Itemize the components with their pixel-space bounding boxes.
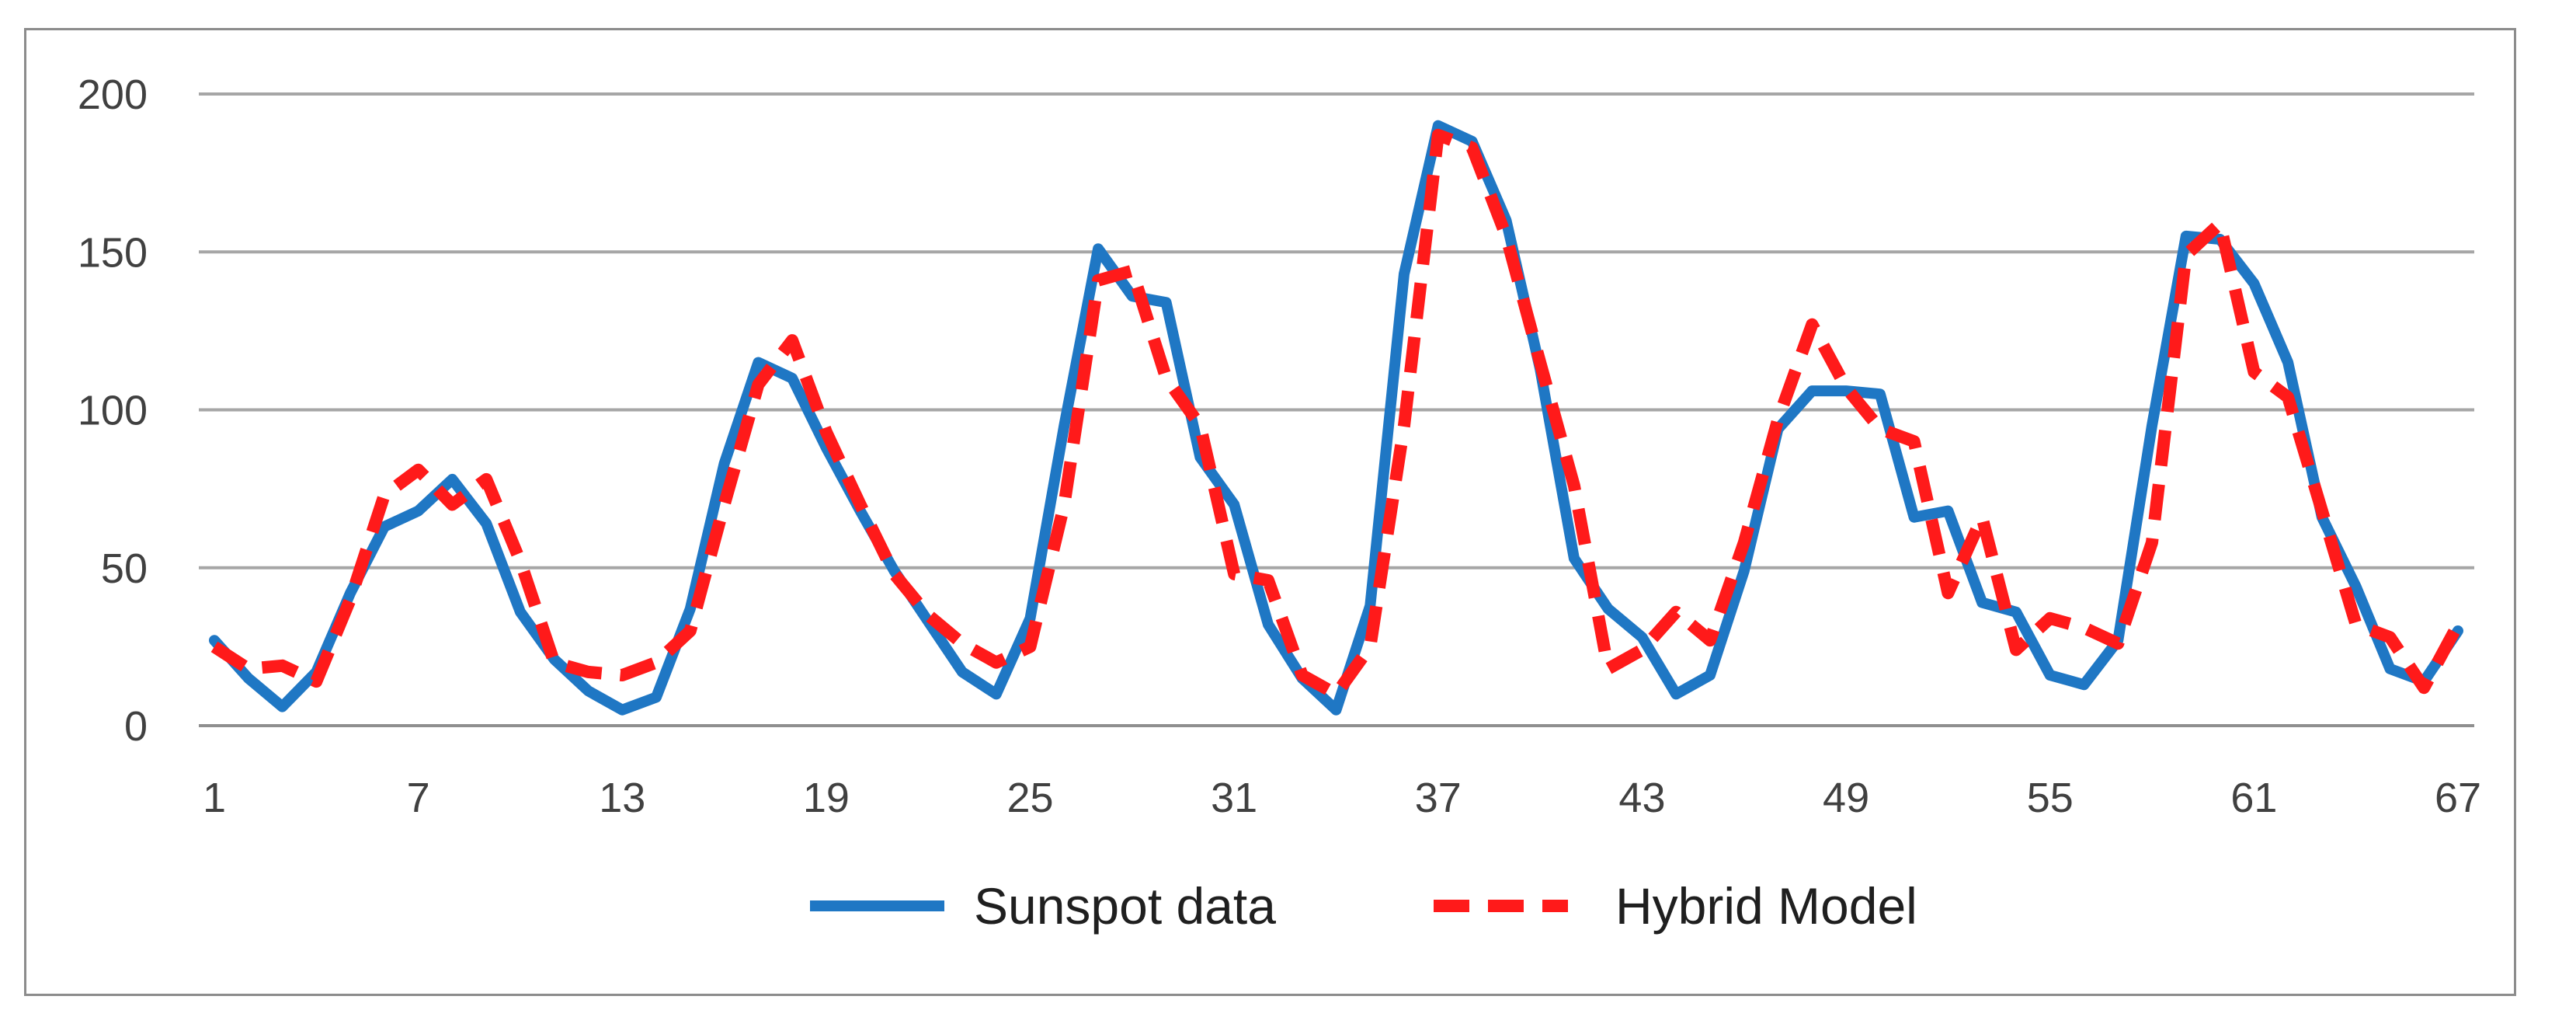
legend: Sunspot data Hybrid Model: [810, 877, 1917, 935]
x-tick-label: 1: [203, 775, 226, 821]
x-tick-label: 67: [2435, 775, 2481, 821]
chart-frame: [24, 28, 2516, 996]
y-axis-tick-labels: 0 50 100 150 200: [78, 71, 148, 750]
legend-label: Hybrid Model: [1615, 877, 1917, 935]
y-tick-label: 200: [78, 71, 148, 118]
x-tick-label: 43: [1618, 775, 1665, 821]
x-tick-label: 7: [407, 775, 430, 821]
x-tick-label: 49: [1823, 775, 1869, 821]
y-tick-label: 0: [124, 703, 148, 750]
legend-label: Sunspot data: [974, 877, 1276, 935]
x-axis-tick-labels: 1 7 13 19 25 31 37 43 49 55 61 67: [203, 775, 2481, 821]
gridlines: [199, 92, 2474, 727]
x-tick-label: 55: [2027, 775, 2074, 821]
sunspot-data-series-line: [209, 120, 2463, 716]
x-tick-label: 37: [1415, 775, 1462, 821]
x-tick-label: 13: [599, 775, 645, 821]
y-tick-label: 100: [78, 388, 148, 434]
y-tick-label: 150: [78, 229, 148, 276]
hybrid-model-series-line: [210, 128, 2464, 701]
series-lines: [209, 120, 2464, 716]
y-tick-label: 50: [101, 545, 148, 592]
x-tick-label: 19: [803, 775, 850, 821]
x-tick-label: 25: [1007, 775, 1054, 821]
x-tick-label: 61: [2230, 775, 2277, 821]
x-tick-label: 31: [1211, 775, 1257, 821]
